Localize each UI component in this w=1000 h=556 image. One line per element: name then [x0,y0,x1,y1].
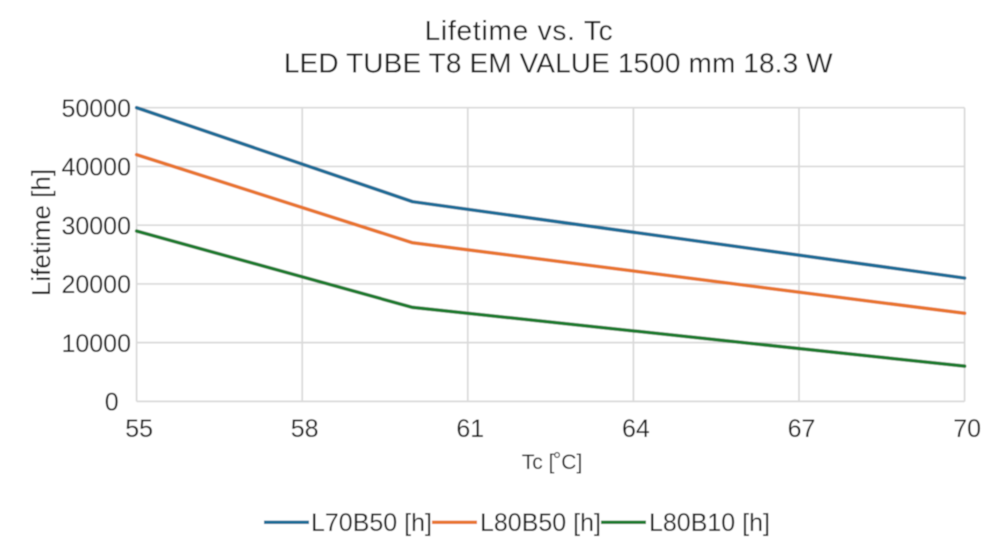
svg-text:67: 67 [788,415,816,443]
svg-text:Tc [°C]: Tc [°C] [522,449,583,474]
svg-text:Lifetime [h]: Lifetime [h] [26,169,56,296]
svg-text:58: 58 [291,415,319,443]
svg-text:L80B50 [h]: L80B50 [h] [480,509,601,537]
svg-text:LED TUBE T8 EM VALUE 1500 mm 1: LED TUBE T8 EM VALUE 1500 mm 18.3 W [284,48,833,79]
svg-text:20000: 20000 [61,271,131,299]
svg-text:70: 70 [953,415,981,443]
svg-text:61: 61 [456,415,484,443]
svg-text:30000: 30000 [61,212,131,240]
svg-text:10000: 10000 [61,330,131,358]
svg-text:L80B10 [h]: L80B10 [h] [649,509,770,537]
svg-text:50000: 50000 [61,95,131,123]
svg-text:0: 0 [105,389,119,417]
svg-text:64: 64 [622,415,650,443]
svg-text:Lifetime vs. Tc: Lifetime vs. Tc [425,15,614,46]
svg-text:40000: 40000 [61,154,131,182]
svg-text:55: 55 [125,415,153,443]
svg-text:L70B50 [h]: L70B50 [h] [311,509,432,537]
